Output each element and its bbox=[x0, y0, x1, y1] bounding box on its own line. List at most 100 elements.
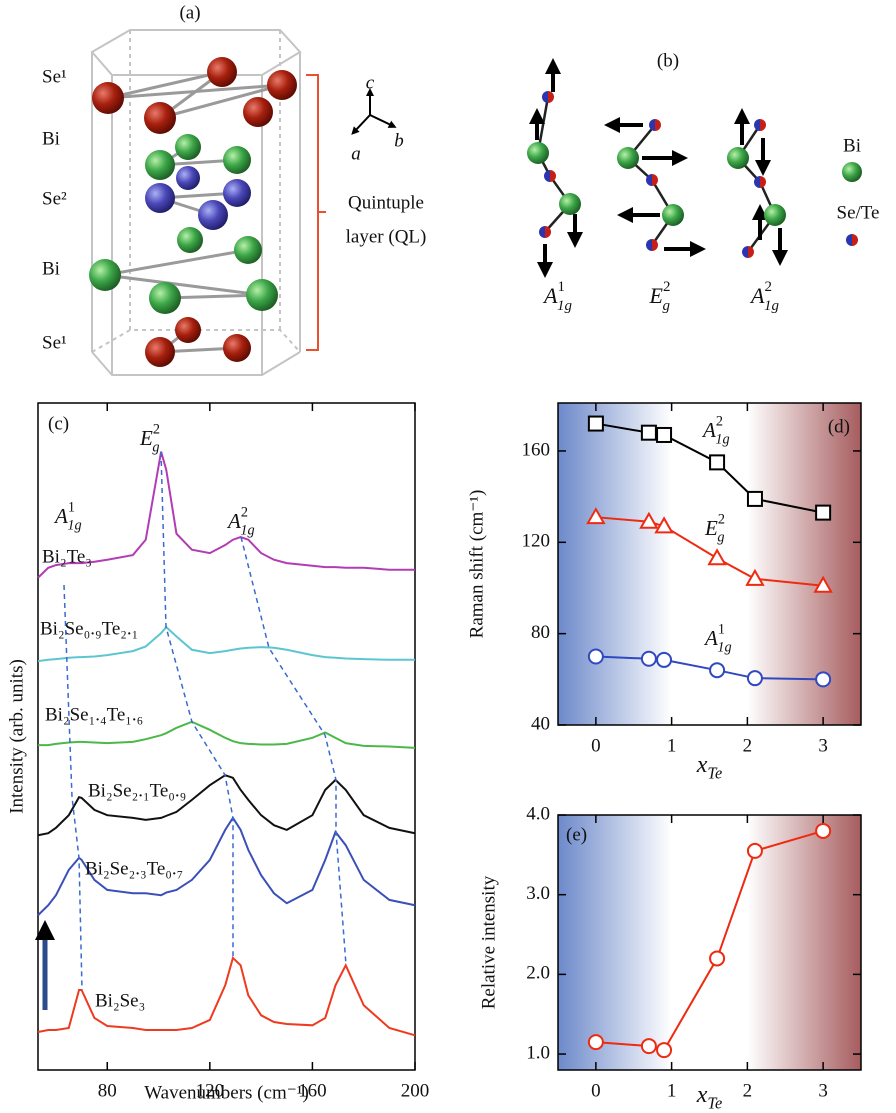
mode-label-base: A bbox=[542, 283, 558, 308]
marker bbox=[709, 454, 726, 471]
layer-label: Bi bbox=[42, 128, 60, 149]
y-tick-label: 80 bbox=[531, 622, 550, 643]
y-tick-label: 40 bbox=[531, 713, 550, 734]
mode-atoms-part bbox=[842, 162, 862, 182]
marker bbox=[656, 1042, 673, 1059]
series-label: A1 1g bbox=[703, 622, 732, 656]
x-axis-label-base: x bbox=[696, 1082, 708, 1108]
mode-atoms-part-part bbox=[646, 174, 658, 186]
series-line bbox=[38, 720, 416, 749]
marker bbox=[815, 822, 832, 839]
atoms-part bbox=[92, 82, 124, 114]
prism-frame-part bbox=[90, 29, 302, 76]
atoms-part bbox=[223, 146, 251, 174]
series-label-base: A bbox=[701, 418, 716, 442]
plot-frame bbox=[557, 402, 862, 726]
plot-frame bbox=[37, 402, 416, 1071]
displacement-arrows bbox=[529, 58, 788, 278]
atoms-part bbox=[246, 279, 278, 311]
mode-label-sup: 2 bbox=[663, 280, 670, 296]
x-axis-label: xTe bbox=[696, 752, 722, 783]
y-tick-label: 1.0 bbox=[526, 1042, 550, 1063]
series-line bbox=[595, 655, 824, 681]
crystal-diagram: (a) Se¹ Bi Se² Bi Se¹ Quintuple layer (Q… bbox=[42, 2, 427, 376]
atoms-part bbox=[149, 282, 181, 314]
atoms-part bbox=[89, 259, 121, 291]
peak-label: E2 g bbox=[139, 422, 160, 456]
series-label-sub: 1g bbox=[717, 640, 731, 656]
legend-label: Bi bbox=[843, 135, 861, 156]
bracket-label: Quintuple bbox=[348, 192, 424, 213]
mode-atoms-part bbox=[662, 204, 684, 226]
mode-label-base: A bbox=[749, 283, 765, 308]
series-label: Bi₂Se₀.₉Te₂.₁ bbox=[40, 618, 138, 639]
series-line bbox=[595, 422, 824, 514]
mode-atoms-part bbox=[727, 147, 749, 169]
marker bbox=[813, 575, 833, 593]
peak-label-sub: 1g bbox=[67, 518, 81, 534]
mode-label-sup: 1 bbox=[557, 280, 564, 296]
bracket-label: layer (QL) bbox=[346, 226, 427, 247]
marker bbox=[640, 650, 657, 667]
marker bbox=[640, 424, 657, 441]
series-label-sub: 1g bbox=[715, 432, 729, 448]
series-line bbox=[37, 625, 415, 663]
x-axis-label: xTe bbox=[696, 1082, 722, 1113]
legend-label: Se/Te bbox=[837, 202, 880, 223]
marker bbox=[656, 651, 673, 668]
marker bbox=[745, 568, 765, 586]
prism-frame-part bbox=[91, 351, 301, 376]
peak-label-base: E bbox=[139, 426, 153, 450]
mode-atoms-part bbox=[617, 147, 639, 169]
mode-atoms-part-part bbox=[754, 176, 766, 188]
series-label-base: A bbox=[703, 626, 718, 650]
peak-label-sub: g bbox=[152, 440, 159, 456]
marker bbox=[709, 950, 726, 967]
marker bbox=[815, 671, 832, 688]
marker bbox=[639, 511, 659, 529]
mode-atoms-part-part bbox=[544, 170, 556, 182]
series-label: Bi₂Se₂.₁Te₀.₉ bbox=[88, 780, 186, 801]
mode-label-base: E bbox=[649, 283, 664, 308]
atoms-part bbox=[145, 337, 175, 367]
mode-label: A1 1g bbox=[542, 280, 572, 315]
mode-label-sub: 1g bbox=[764, 298, 779, 314]
mode-label-sub: 1g bbox=[557, 298, 572, 314]
atoms bbox=[89, 57, 297, 367]
y-axis-label: Relative intensity bbox=[478, 875, 499, 1009]
axes-icon-part bbox=[351, 114, 371, 135]
x-tick-label: 3 bbox=[818, 1080, 828, 1101]
peak-label-sup: 1 bbox=[68, 500, 75, 516]
y-tick-label: 2.0 bbox=[526, 963, 550, 984]
mode-atoms-part-part bbox=[649, 119, 661, 131]
atoms-part bbox=[145, 150, 175, 180]
axis-letter: a bbox=[351, 143, 361, 164]
y-axis-label: Raman shift (cm⁻¹) bbox=[466, 490, 487, 639]
marker bbox=[709, 662, 726, 679]
layer-label: Se¹ bbox=[42, 66, 67, 87]
marker bbox=[656, 426, 673, 443]
marker bbox=[654, 516, 674, 534]
axis-letter: c bbox=[366, 72, 375, 93]
panel-label: (d) bbox=[828, 416, 850, 437]
axes-icon bbox=[351, 88, 397, 135]
series-label-sup: 2 bbox=[718, 512, 725, 528]
series-label: Bi₂Se₃ bbox=[95, 990, 145, 1011]
mode-atoms-part-part bbox=[539, 226, 551, 238]
series-label-base: E bbox=[704, 516, 718, 540]
mode-atoms-part-part bbox=[742, 246, 754, 258]
x-axis-label-sub: Te bbox=[707, 763, 722, 782]
series-line bbox=[37, 774, 416, 837]
shaded-region bbox=[747, 815, 861, 1070]
x-tick-label: 0 bbox=[591, 1080, 601, 1101]
mode-label: A2 1g bbox=[749, 280, 779, 315]
mode-atoms-part-part bbox=[754, 119, 766, 131]
peak-tracks-part bbox=[63, 584, 83, 991]
y-axis-label: Intensity (arb. units) bbox=[6, 659, 27, 814]
mode-atoms-part bbox=[559, 193, 581, 215]
series-label: Bi₂Se₁.₄Te₁.₆ bbox=[45, 704, 143, 725]
peak-label-base: A bbox=[53, 504, 68, 528]
